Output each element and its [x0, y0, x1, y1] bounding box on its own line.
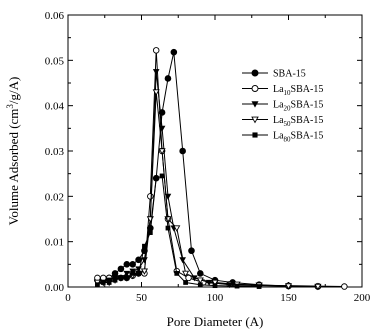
y-tick-label: 0.01 [45, 237, 64, 249]
data-point [251, 85, 259, 92]
legend-label: SBA-15 [273, 69, 306, 80]
data-point [147, 193, 154, 200]
plot-frame [67, 14, 363, 288]
data-point [136, 271, 141, 276]
data-point [106, 280, 112, 285]
data-point [234, 283, 240, 289]
data-point [164, 75, 172, 82]
y-axis-label: Volume Adsorbed (cm3/g/A) [5, 77, 21, 226]
data-point [165, 225, 171, 231]
series-5 [95, 173, 262, 289]
data-point [173, 225, 181, 232]
data-point [252, 132, 258, 138]
data-point [251, 69, 259, 77]
legend: SBA-15 La10SBA-15 La20SBA-15 La50SBA-15 La80… [242, 69, 323, 144]
x-tick-label: 50 [136, 292, 148, 304]
data-point [152, 89, 160, 96]
legend-label: La80SBA-15 [273, 131, 323, 144]
data-point [164, 193, 172, 200]
data-point [129, 261, 136, 268]
x-tick-label: 150 [280, 292, 297, 304]
data-point [182, 270, 190, 278]
data-point [152, 47, 160, 54]
legend-item: La20SBA-15 [242, 100, 323, 113]
data-point [100, 280, 106, 285]
y-axis: 0.00 0.01 0.02 0.03 0.04 0.05 0.06 [45, 10, 362, 294]
data-point [188, 247, 195, 255]
y-tick-label: 0.03 [45, 146, 65, 158]
data-point [142, 243, 147, 249]
data-point [123, 270, 131, 277]
x-tick-label: 0 [65, 292, 71, 304]
y-tick-label: 0.06 [45, 10, 65, 22]
data-point [95, 282, 100, 288]
legend-label: La10SBA-15 [273, 84, 323, 97]
series-layer [93, 47, 348, 291]
data-point [158, 148, 166, 155]
series-1 [94, 48, 322, 290]
plot-border [67, 14, 363, 288]
data-point [159, 173, 165, 179]
y-tick-label: 0.02 [45, 191, 64, 203]
data-point [179, 147, 186, 155]
data-point [251, 116, 259, 124]
y-tick-label: 0.04 [45, 101, 65, 113]
legend-item: SBA-15 [242, 69, 306, 80]
data-point [117, 265, 125, 273]
data-point [118, 275, 124, 281]
data-point [170, 48, 178, 56]
x-tick-label: 100 [207, 292, 224, 304]
data-point [196, 277, 204, 284]
data-point [152, 69, 160, 76]
data-point [140, 268, 149, 275]
data-point [211, 279, 219, 287]
x-axis: 0 50 100 150 200 [65, 15, 371, 304]
legend-item: La50SBA-15 [242, 115, 323, 128]
legend-label: La50SBA-15 [273, 115, 323, 128]
data-point [197, 270, 204, 277]
data-point [341, 283, 348, 290]
series-line [97, 52, 318, 287]
data-point [153, 175, 159, 181]
data-point [158, 125, 166, 132]
y-tick-label: 0.05 [45, 55, 65, 67]
legend-item: La80SBA-15 [242, 131, 323, 144]
data-point [123, 261, 131, 268]
series-3 [94, 69, 322, 290]
data-point [212, 283, 218, 289]
data-point [135, 256, 142, 264]
legend-label: La20SBA-15 [273, 100, 323, 113]
data-point [256, 284, 262, 289]
data-point [141, 257, 148, 264]
data-point [124, 275, 130, 281]
legend-item: La10SBA-15 [242, 84, 323, 97]
data-point [130, 271, 136, 276]
data-point [147, 230, 153, 235]
x-axis-label: Pore Diameter (A) [167, 314, 264, 329]
data-point [197, 282, 203, 288]
data-point [314, 283, 322, 291]
x-tick-label: 200 [354, 292, 371, 304]
data-point [284, 283, 293, 290]
y-tick-label: 0.00 [45, 282, 65, 294]
data-point [174, 271, 180, 276]
data-point [251, 101, 259, 108]
data-point [183, 280, 188, 285]
data-point [112, 277, 118, 283]
